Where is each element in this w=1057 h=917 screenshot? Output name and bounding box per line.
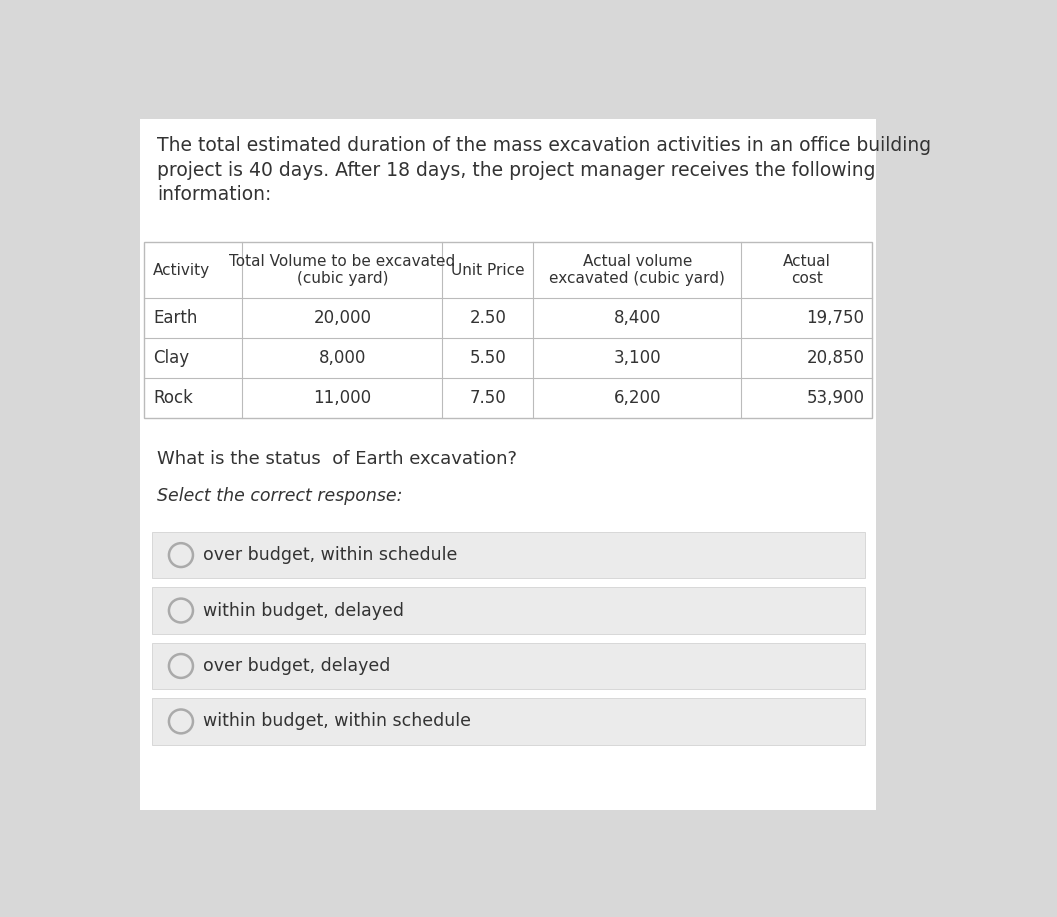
FancyBboxPatch shape: [140, 119, 876, 810]
Text: Select the correct response:: Select the correct response:: [156, 487, 403, 505]
Text: over budget, delayed: over budget, delayed: [203, 657, 390, 675]
Text: 53,900: 53,900: [806, 389, 865, 407]
Text: Actual
cost: Actual cost: [783, 254, 831, 286]
FancyBboxPatch shape: [151, 699, 865, 745]
Text: Clay: Clay: [153, 349, 189, 367]
Text: 20,850: 20,850: [806, 349, 865, 367]
Text: What is the status  of Earth excavation?: What is the status of Earth excavation?: [156, 450, 517, 469]
Text: 6,200: 6,200: [613, 389, 661, 407]
Text: over budget, within schedule: over budget, within schedule: [203, 547, 457, 564]
Text: Unit Price: Unit Price: [451, 262, 524, 278]
Text: Earth: Earth: [153, 309, 198, 327]
FancyBboxPatch shape: [151, 532, 865, 579]
Text: 5.50: 5.50: [469, 349, 506, 367]
Text: Activity: Activity: [153, 262, 210, 278]
Text: 8,400: 8,400: [614, 309, 661, 327]
Text: 3,100: 3,100: [613, 349, 661, 367]
Text: 8,000: 8,000: [318, 349, 366, 367]
FancyBboxPatch shape: [151, 643, 865, 689]
Text: within budget, within schedule: within budget, within schedule: [203, 713, 470, 731]
FancyBboxPatch shape: [151, 588, 865, 634]
Text: 20,000: 20,000: [313, 309, 371, 327]
Text: Actual volume
excavated (cubic yard): Actual volume excavated (cubic yard): [550, 254, 725, 286]
FancyBboxPatch shape: [144, 242, 872, 418]
Text: information:: information:: [156, 185, 272, 204]
Text: The total estimated duration of the mass excavation activities in an office buil: The total estimated duration of the mass…: [156, 137, 931, 155]
Text: Total Volume to be excavated
(cubic yard): Total Volume to be excavated (cubic yard…: [229, 254, 456, 286]
Text: Rock: Rock: [153, 389, 193, 407]
Text: project is 40 days. After 18 days, the project manager receives the following: project is 40 days. After 18 days, the p…: [156, 160, 875, 180]
Text: 7.50: 7.50: [469, 389, 506, 407]
Text: 11,000: 11,000: [313, 389, 371, 407]
Text: 19,750: 19,750: [806, 309, 865, 327]
Text: 2.50: 2.50: [469, 309, 506, 327]
Text: within budget, delayed: within budget, delayed: [203, 602, 404, 620]
